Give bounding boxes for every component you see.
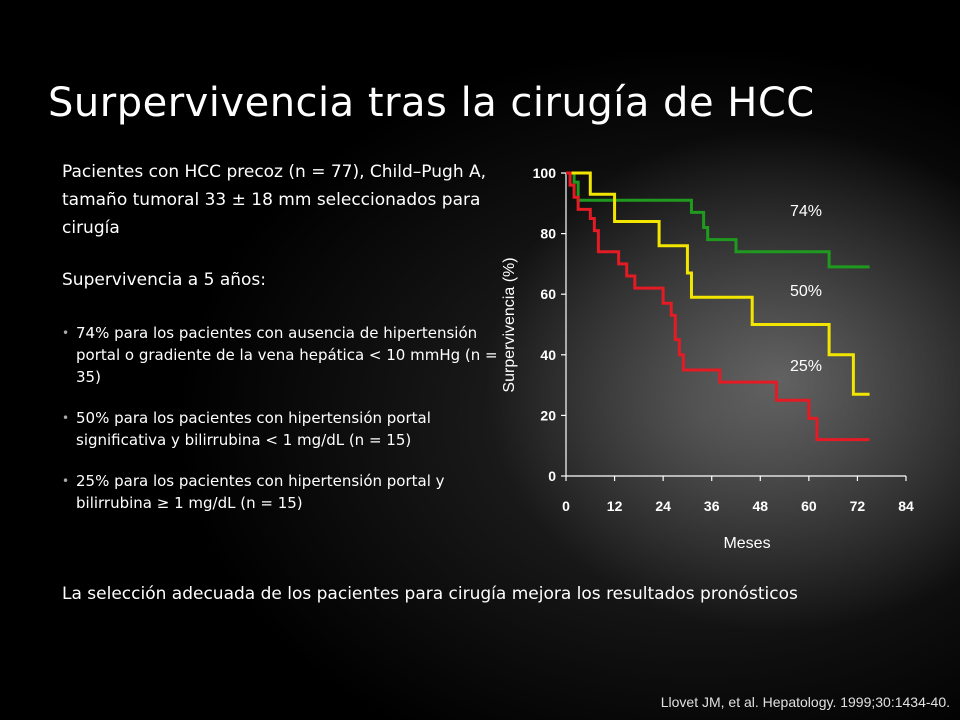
bullet-icon: •: [62, 326, 70, 340]
x-tick-label: 24: [655, 498, 671, 514]
bullet-item: • 25% para los pacientes con hipertensión…: [62, 470, 502, 514]
curve-label-3: 25%: [790, 358, 822, 375]
y-axis-label: Surpervivencia (%): [501, 257, 518, 392]
x-tick-label: 84: [898, 498, 914, 514]
bullet-icon: •: [62, 474, 70, 488]
bullet-list: • 74% para los pacientes con ausencia de …: [62, 322, 502, 533]
bullet-text: 74% para los pacientes con ausencia de h…: [76, 324, 498, 386]
x-axis-label: Meses: [723, 535, 770, 552]
slide-title: Surpervivencia tras la cirugía de HCC: [48, 80, 815, 126]
x-tick-label: 60: [801, 498, 817, 514]
survival-curve-3: [566, 171, 870, 442]
bullet-item: • 74% para los pacientes con ausencia de …: [62, 322, 502, 388]
bullet-text: 50% para los pacientes con hipertensión …: [76, 409, 431, 449]
curve-label-1: 74%: [790, 203, 822, 220]
y-tick-label: 80: [540, 226, 556, 242]
survival-curve-2: [566, 171, 870, 396]
x-tick-label: 0: [562, 498, 570, 514]
x-tick-label: 72: [850, 498, 866, 514]
bullet-text: 25% para los pacientes con hipertensión …: [76, 472, 445, 512]
y-tick-label: 0: [548, 468, 556, 484]
curve-label-2: 50%: [790, 283, 822, 300]
conclusion-text: La selección adecuada de los pacientes p…: [62, 584, 798, 604]
x-tick-label: 36: [704, 498, 720, 514]
survival-chart: 0 20 40 60 80 100 0 12 24 36 48 60 72 84 Meses Surpervi…: [501, 165, 914, 552]
y-tick-label: 20: [540, 407, 556, 423]
intro-text: Pacientes con HCC precoz (n = 77), Child…: [62, 162, 487, 238]
x-tick-label: 12: [607, 498, 623, 514]
y-tick-label: 40: [540, 347, 556, 363]
survival-heading: Supervivencia a 5 años:: [62, 270, 266, 290]
y-tick-label: 100: [533, 165, 557, 181]
bullet-icon: •: [62, 411, 70, 425]
y-tick-label: 60: [540, 286, 556, 302]
bullet-item: • 50% para los pacientes con hipertensión…: [62, 407, 502, 451]
x-tick-label: 48: [752, 498, 768, 514]
survival-curve-1: [566, 171, 870, 269]
citation: Llovet JM, et al. Hepatology. 1999;30:14…: [660, 694, 950, 710]
